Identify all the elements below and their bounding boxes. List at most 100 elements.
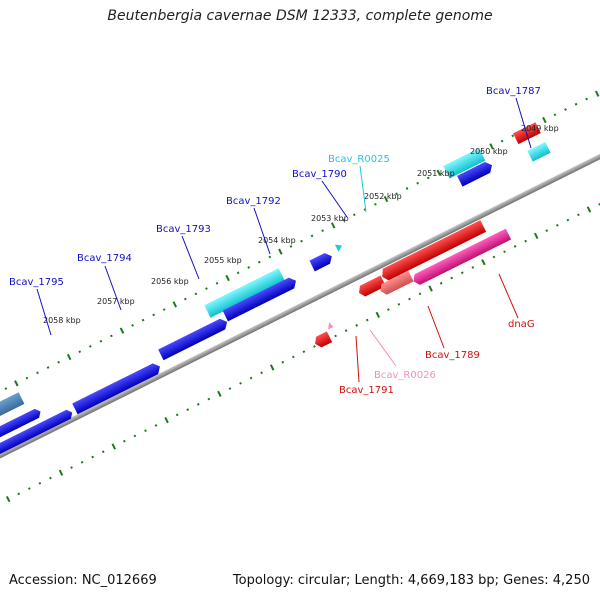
gene-label-bcav-1794: Bcav_1794 <box>77 253 132 264</box>
minor-tick <box>300 239 303 243</box>
outer-tick-track <box>4 90 600 390</box>
minor-tick <box>88 345 92 348</box>
minor-tick <box>321 229 324 232</box>
gene-label-bcav-r0026: Bcav_R0026 <box>374 370 436 381</box>
minor-tick <box>460 271 464 275</box>
minor-tick <box>215 281 219 285</box>
major-tick <box>225 274 230 282</box>
minor-tick <box>418 292 422 296</box>
gene-bcav-1789-light <box>380 270 414 295</box>
minor-tick <box>239 381 242 385</box>
kbp-label: 2052 kbp <box>364 192 402 201</box>
gene-cyan-edge <box>527 141 551 162</box>
gene-bcav-1795-lower <box>0 408 41 451</box>
minor-tick <box>405 187 409 190</box>
gene-bcav-1790-small <box>309 253 332 272</box>
gene-cyan-1792 <box>204 268 285 318</box>
major-tick <box>217 390 222 397</box>
gene-label-bcav-1793: Bcav_1793 <box>156 224 211 235</box>
gene-bcav-1795 <box>0 392 25 439</box>
major-tick <box>111 443 117 450</box>
minor-tick <box>205 287 208 290</box>
inner-tick-track <box>5 202 600 503</box>
leader-bcav-1794 <box>104 265 122 311</box>
major-tick <box>119 327 125 334</box>
minor-tick <box>110 334 113 338</box>
minor-tick <box>566 218 570 222</box>
major-tick <box>164 417 169 424</box>
kbp-label: 2051 kbp <box>417 169 455 178</box>
leader-bcav-1789 <box>427 305 445 349</box>
gene-red-1 <box>359 275 386 297</box>
leader-bcav-1791 <box>355 335 360 383</box>
kbp-label: 2056 kbp <box>151 277 189 286</box>
minor-tick <box>585 97 588 101</box>
major-tick <box>533 232 539 240</box>
major-tick <box>14 380 19 387</box>
gene-bcav-1789 <box>413 228 512 285</box>
major-tick <box>436 169 442 176</box>
minor-tick <box>450 276 454 280</box>
minor-tick <box>154 424 158 427</box>
minor-tick <box>70 466 73 469</box>
gene-label-dnag: dnaG <box>508 319 535 330</box>
minor-tick <box>57 360 60 364</box>
gene-bcav-1791 <box>315 331 333 348</box>
major-tick <box>383 195 389 203</box>
minor-tick <box>27 487 31 490</box>
minor-tick <box>344 329 348 332</box>
leader-dnag <box>498 273 519 319</box>
minor-tick <box>144 429 147 433</box>
minor-tick <box>80 460 84 464</box>
leader-bcav-r0026 <box>369 329 397 367</box>
trna-bcav-r0025 <box>334 244 343 252</box>
minor-tick <box>334 334 337 338</box>
genome-title: Beutenbergia cavernae DSM 12333, complet… <box>107 8 493 24</box>
gene-cyan-1787 <box>443 148 486 179</box>
minor-tick <box>175 413 179 417</box>
kbp-label: 2055 kbp <box>204 256 242 265</box>
minor-tick <box>152 313 155 317</box>
label-leaders <box>36 97 532 383</box>
minor-tick <box>289 245 293 248</box>
gene-dnag <box>382 220 487 281</box>
minor-tick <box>302 350 306 354</box>
minor-tick <box>310 234 314 238</box>
minor-tick <box>46 366 50 369</box>
minor-tick <box>247 266 251 269</box>
minor-tick <box>123 439 126 443</box>
minor-tick <box>471 266 475 269</box>
minor-tick <box>524 239 527 243</box>
minor-tick <box>101 450 105 454</box>
gene-label-bcav-1795: Bcav_1795 <box>9 277 64 288</box>
minor-tick <box>207 397 211 401</box>
major-tick <box>375 311 381 318</box>
minor-tick <box>577 213 580 217</box>
forward-strand-genes <box>0 122 551 459</box>
kbp-labels: 2049 kbp 2050 kbp 2051 kbp 2052 kbp 2053… <box>43 124 559 325</box>
minor-tick <box>36 371 39 375</box>
minor-tick <box>291 355 295 359</box>
minor-tick <box>545 229 549 232</box>
minor-tick <box>196 403 200 406</box>
minor-tick <box>426 176 430 180</box>
major-tick <box>428 285 433 292</box>
gene-label-bcav-1790: Bcav_1790 <box>292 169 347 180</box>
kbp-label: 2050 kbp <box>470 147 508 156</box>
minor-tick <box>78 350 82 354</box>
minor-tick <box>397 302 401 306</box>
gene-bcav-1790 <box>222 277 296 322</box>
minor-tick <box>249 376 253 380</box>
gene-label-bcav-r0025: Bcav_R0025 <box>328 154 390 165</box>
major-tick <box>66 353 72 361</box>
leader-bcav-1793 <box>181 235 200 280</box>
leader-bcav-1792 <box>253 207 271 255</box>
minor-tick <box>25 376 29 380</box>
minor-tick <box>313 345 316 348</box>
kbp-label: 2057 kbp <box>97 297 135 306</box>
gene-label-bcav-1787: Bcav_1787 <box>486 86 541 97</box>
major-tick <box>330 222 336 229</box>
leader-bcav-1795 <box>36 288 52 336</box>
gene-bcav-1792 <box>158 318 228 361</box>
minor-tick <box>141 318 145 322</box>
